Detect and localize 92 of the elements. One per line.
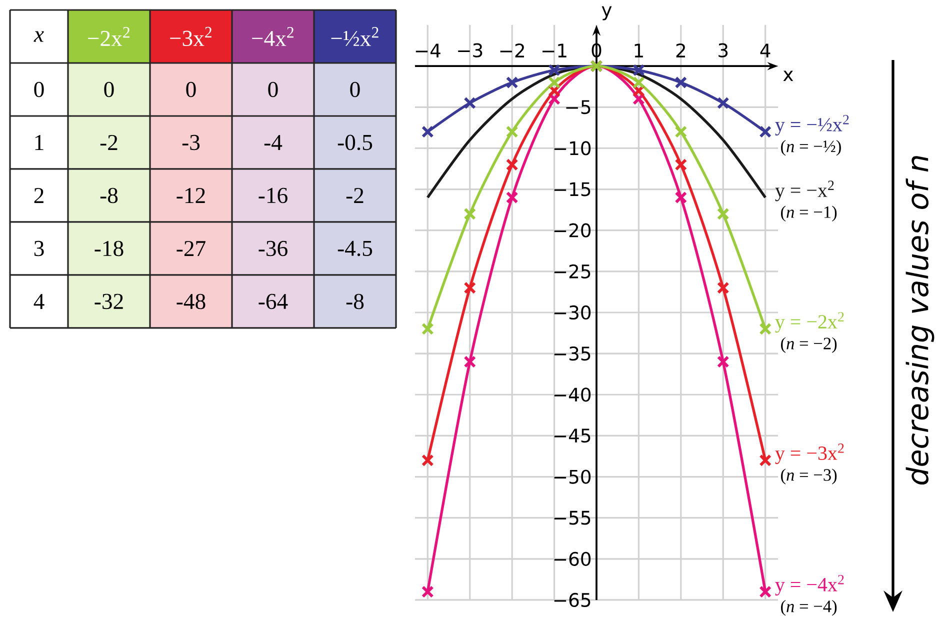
y-tick-label: −25 [554,264,590,278]
series-label: y = −4x$^{2}$ [775,574,844,596]
point [506,126,518,138]
data-label: -8 [100,188,118,204]
y-tick-label: −35 [554,346,590,361]
series-label: y = −2x$^{2}$ [775,312,844,333]
y-tick-label: 1 [35,135,44,150]
x-tick-label: −3x$^{2}$ [170,26,212,46]
x-tick-label: 4 [760,44,770,58]
point [506,191,518,204]
data-label: -3 [182,134,200,150]
data-label: -48 [176,294,206,310]
point [421,322,434,336]
y-tick-label: −50 [554,470,591,484]
point [759,322,772,336]
point [632,64,645,76]
x-tick-label: −3 [458,43,482,58]
point [464,208,476,220]
y-tick-label: −10 [554,141,591,156]
x-tick-label: −1 [542,44,566,58]
point [716,208,730,220]
point [674,191,688,204]
text: (n = −2) [781,337,837,353]
text: (n = −1) [781,206,837,222]
series-label: y = −3x$^{2}$ [775,444,844,464]
series-label: y = −½x$^{2}$ [775,114,849,136]
point [674,76,688,89]
data-label: -4 [264,135,282,150]
point [421,586,434,598]
x-tick-label: −4 [416,44,440,58]
y-tick-label: −65 [554,592,590,608]
data-label: -16 [258,188,288,204]
y-axis-title: y [602,6,612,20]
point [548,64,560,76]
data-label: -12 [176,188,205,203]
data-label: -18 [94,240,124,256]
x-axis-title: x [783,70,794,81]
data-label: -2 [100,134,118,150]
point [464,96,476,110]
point [716,282,730,294]
point [674,126,688,138]
data-label: -27 [176,240,206,256]
point [759,126,772,138]
data-label: -2 [346,188,364,203]
x-tick-label: 2 [676,43,685,58]
y-tick-label: −15 [554,182,590,196]
point [716,96,730,110]
point [464,282,476,294]
point [506,76,518,89]
data-label: -36 [258,240,288,256]
x-tick-label: −4x$^{2}$ [252,27,294,46]
text: decreasing values of n [906,156,934,485]
data-label: -4.5 [338,240,372,256]
data-label: 0 [104,82,114,98]
y-axis-title: x [34,31,44,42]
y-tick-label: −45 [554,428,590,443]
y-tick-label: −55 [554,510,590,525]
data-label: -8 [346,294,364,310]
y-tick-label: 2 [34,188,44,203]
point [759,454,772,467]
point [421,454,434,467]
y-tick-label: −20 [554,223,591,238]
text: (n = −4) [781,600,837,616]
data-label: -32 [94,294,123,310]
y-tick-label: 3 [34,240,44,256]
data-label: -0.5 [338,134,372,150]
data-label: 0 [350,82,360,98]
point [674,158,688,171]
point [548,76,560,89]
point [632,76,645,89]
text: (n = −½) [781,140,841,156]
data-label: 0 [186,82,196,98]
point [716,356,730,368]
data-label: -64 [258,294,288,310]
text: (n = −3) [781,468,837,484]
point [421,126,434,138]
x-tick-label: 1 [634,44,643,58]
y-tick-label: 4 [34,294,44,309]
series-label: y = −x$^{2}$ [775,180,834,202]
y-tick-label: −60 [554,552,591,566]
y-tick-label: 0 [34,82,44,98]
point [464,356,476,368]
y-tick-label: −5 [566,100,590,114]
x-tick-label: −½x$^{2}$ [331,27,378,46]
point [506,158,518,171]
data-label: 0 [268,82,278,98]
y-tick-label: −40 [554,388,591,402]
x-tick-label: −2 [500,43,524,58]
y-tick-label: −30 [554,305,591,320]
point [759,586,772,598]
x-tick-label: 3 [718,43,728,58]
x-tick-label: −2x$^{2}$ [88,27,130,46]
